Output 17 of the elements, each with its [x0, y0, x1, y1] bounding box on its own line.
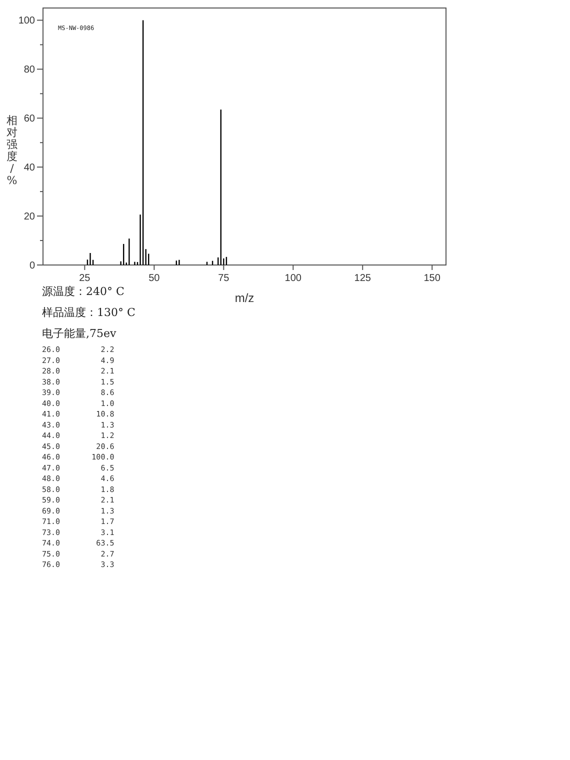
y-tick-label: 0 — [29, 260, 36, 272]
x-tick-label: 125 — [354, 273, 372, 284]
y-tick-label: 20 — [24, 212, 36, 223]
x-tick-label: 75 — [218, 273, 230, 284]
x-tick-label: 100 — [284, 273, 302, 284]
x-tick-label: 150 — [424, 273, 441, 284]
y-tick-label: 40 — [24, 162, 36, 174]
x-axis-title: m/z — [234, 291, 254, 305]
x-tick-label: 25 — [79, 273, 91, 284]
text: 源温度：240° C — [42, 285, 124, 298]
y-tick-label: 100 — [18, 16, 36, 27]
text: 电子能量,75ev — [42, 327, 118, 340]
x-tick-label: 50 — [148, 273, 160, 284]
y-axis-title: 相对强度/% — [6, 114, 18, 187]
y-tick-label: 60 — [24, 114, 36, 125]
y-tick-label: 80 — [24, 64, 36, 76]
text: 样品温度：130° C — [42, 306, 136, 319]
